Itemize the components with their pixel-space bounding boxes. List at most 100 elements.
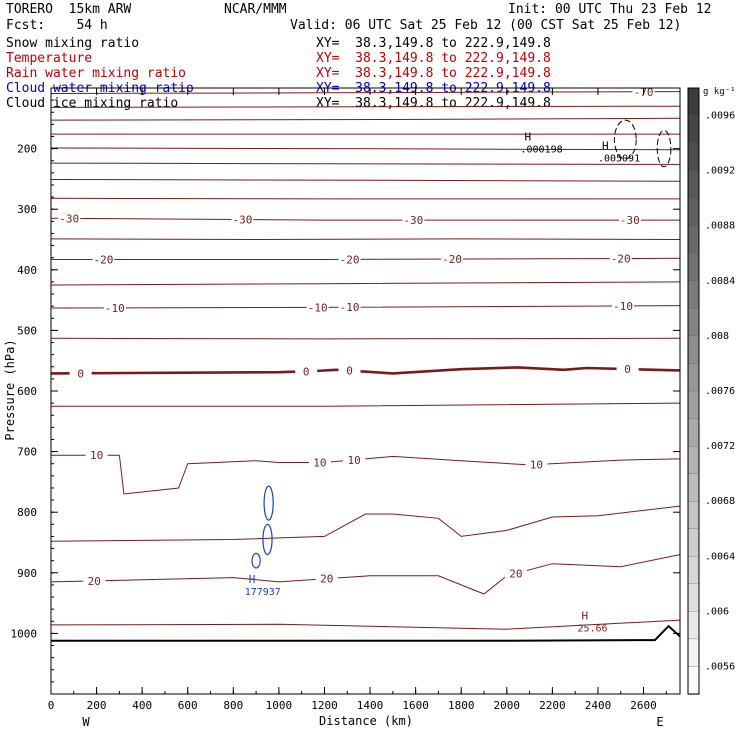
y-tick-label: 500	[17, 324, 37, 337]
colorbar-swatch	[687, 198, 700, 227]
temperature-contour	[50, 197, 680, 200]
axes: 0 200 400 600 800 1000 1200 1400 1600 1800 2000 220…	[11, 88, 680, 712]
contour-label-background	[504, 567, 527, 579]
colorbar-swatch	[687, 363, 700, 392]
contour-label-background	[616, 363, 639, 375]
x-tick-label: 2600	[630, 699, 657, 712]
x-tick-label: 1800	[448, 699, 475, 712]
colorbar-swatch	[687, 611, 700, 640]
contour-label-background	[338, 301, 361, 313]
temperature-contour	[51, 454, 681, 495]
contour-label: -20	[611, 252, 631, 265]
temperature-contours	[50, 91, 681, 630]
colorbar: .0096 .0092 .0088 .0084 .008 .0076 .0072 .0068.…	[687, 87, 735, 695]
x-tick-label: 2000	[494, 699, 521, 712]
x-tick-label: 1200	[311, 699, 338, 712]
y-tick-label: 200	[17, 143, 37, 156]
x-tick-label: 1000	[266, 699, 293, 712]
contour-label-background	[343, 453, 366, 465]
x-tick-label: 1600	[402, 699, 429, 712]
colorbar-swatch	[687, 473, 700, 502]
temperature-contour	[51, 257, 681, 260]
header-init: Init: 00 UTC Thu 23 Feb 12	[508, 2, 712, 17]
contour-label: 10	[530, 459, 543, 472]
y-tick-label: 900	[17, 567, 37, 580]
contour-label: -10	[340, 301, 360, 314]
colorbar-swatch	[687, 666, 700, 695]
colorbar-swatch	[687, 225, 700, 254]
extremum-letter: H	[581, 609, 588, 622]
y-tick-label: 400	[17, 264, 37, 277]
x-tick-label: 200	[87, 699, 107, 712]
colorbar-label: .0068	[705, 496, 735, 507]
temperature-contour	[50, 505, 681, 542]
x-axis-right-end-label: E	[656, 715, 663, 729]
colorbar-swatch	[687, 445, 700, 475]
extremum-letter: H	[249, 573, 256, 586]
field-xy: XY= 38.3,149.8 to 222.9,149.8	[316, 66, 551, 81]
contour-label: -30	[403, 214, 423, 227]
contour-label: -30	[59, 212, 79, 225]
temperature-contour	[50, 619, 681, 630]
contour-label-background	[295, 365, 318, 377]
contour-label-background	[338, 364, 361, 376]
colorbar-swatch	[687, 115, 700, 144]
contour-label-background	[69, 367, 92, 379]
colorbar-swatch	[687, 501, 700, 530]
header-center: NCAR/MMM	[224, 2, 287, 17]
contour-label-background	[525, 458, 548, 470]
plot-frame	[50, 87, 681, 695]
temperature-contour	[50, 366, 681, 375]
contour-label: -10	[308, 301, 328, 314]
contour-label: 20	[509, 567, 522, 580]
contour-label: -20	[442, 253, 462, 266]
temperature-contour	[51, 402, 681, 407]
contour-label-background	[338, 253, 361, 265]
colorbar-frame	[687, 87, 700, 695]
contour-label-background	[103, 301, 126, 313]
colorbar-swatch	[687, 142, 700, 172]
colorbar-label: .0056	[705, 661, 735, 672]
x-tick-label: 0	[48, 699, 55, 712]
temperature-contour	[50, 105, 681, 108]
y-tick-label: 300	[17, 203, 37, 216]
y-axis-label: Pressure (hPa)	[3, 339, 17, 440]
colorbar-swatch	[687, 638, 700, 668]
temperature-contour	[50, 281, 681, 286]
terrain-line	[51, 624, 681, 642]
y-tick-label: 700	[17, 446, 37, 459]
contour-label-background	[306, 301, 329, 313]
extremum-letter: H	[602, 140, 609, 153]
cloud-water-contour	[262, 523, 273, 556]
contour-labels: -70-30 -30 -30 -30-20 -20 -20 -20-10 -10 -10 -100…	[58, 85, 655, 588]
contour-label: 0	[303, 365, 310, 378]
temperature-contour	[50, 305, 681, 309]
colorbar-label: .0072	[705, 441, 735, 452]
contour-label: 0	[624, 363, 631, 376]
contour-label: -20	[340, 253, 360, 266]
contour-label-background	[231, 213, 254, 225]
colorbar-label: .0064	[705, 551, 735, 562]
extremum-value: 177937	[245, 587, 281, 598]
field-name: Snow mixing ratio	[6, 36, 140, 51]
x-tick-label: 600	[178, 699, 198, 712]
contour-label-background	[609, 252, 632, 264]
cloud-water-contour	[251, 552, 261, 569]
contour-label: -30	[620, 214, 640, 227]
colorbar-swatch	[687, 390, 700, 420]
colorbar-label: .0084	[705, 276, 735, 287]
temperature-contour	[50, 554, 681, 595]
terrain-surface	[51, 624, 681, 642]
colorbar-label: .0076	[705, 386, 735, 397]
colorbar-label: .0092	[705, 166, 735, 177]
contour-label: 10	[90, 449, 103, 462]
contour-label-background	[308, 456, 331, 468]
x-axis-label: Distance (km)	[319, 714, 413, 728]
contour-label: 20	[320, 573, 333, 586]
header-fcst: Fcst: 54 h	[6, 18, 108, 33]
extremum-value: .005091	[598, 154, 640, 165]
field-name: Rain water mixing ratio	[6, 66, 187, 81]
x-tick-label: 1400	[357, 699, 384, 712]
contour-label-background	[402, 214, 425, 226]
